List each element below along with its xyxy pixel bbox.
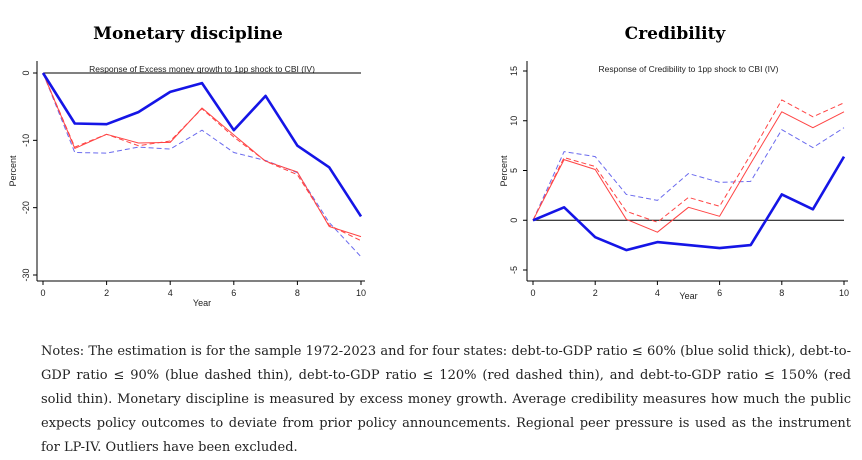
panel-title-credibility: Credibility bbox=[624, 24, 726, 44]
series-line-red-dashed-thin bbox=[532, 99, 845, 223]
y-tick-label: -5 bbox=[509, 266, 519, 274]
x-tick-label: 10 bbox=[839, 288, 849, 298]
x-tick-label: 8 bbox=[295, 288, 300, 298]
x-tick-label: 0 bbox=[40, 288, 45, 298]
y-tick-label: 15 bbox=[509, 66, 519, 76]
x-tick-label: 6 bbox=[231, 288, 236, 298]
x-tick-label: 10 bbox=[356, 288, 366, 298]
y-tick-label: -30 bbox=[21, 268, 31, 281]
y-tick-label: 10 bbox=[509, 116, 519, 126]
y-tick-label: -10 bbox=[21, 134, 31, 147]
monetary-discipline-chart: Response of Excess money growth to 1pp s… bbox=[8, 61, 366, 308]
chart-subtitle: Response of Excess money growth to 1pp s… bbox=[89, 64, 315, 74]
series-line-red-solid-thin bbox=[532, 111, 845, 233]
x-tick-label: 2 bbox=[593, 288, 598, 298]
x-tick-label: 2 bbox=[104, 288, 109, 298]
y-axis-label: Percent bbox=[499, 155, 509, 187]
x-tick-label: 4 bbox=[168, 288, 173, 298]
series-line-red-solid-thin bbox=[42, 72, 362, 238]
chart-subtitle: Response of Credibility to 1pp shock to … bbox=[599, 64, 779, 74]
x-axis-label: Year bbox=[193, 298, 211, 308]
series-line-blue-solid-thick bbox=[532, 155, 846, 252]
y-axis-label: Percent bbox=[8, 155, 18, 187]
panel-title-monetary-discipline: Monetary discipline bbox=[93, 24, 283, 44]
x-tick-label: 0 bbox=[530, 288, 535, 298]
x-tick-label: 8 bbox=[779, 288, 784, 298]
x-tick-label: 6 bbox=[717, 288, 722, 298]
y-tick-label: 0 bbox=[509, 218, 519, 223]
x-axis-label: Year bbox=[679, 291, 697, 301]
series-line-blue-dashed-thin bbox=[532, 127, 845, 221]
series-line-blue-dashed-thin bbox=[42, 72, 362, 258]
y-tick-label: 0 bbox=[21, 70, 31, 75]
credibility-chart: Response of Credibility to 1pp shock to … bbox=[499, 61, 849, 301]
y-tick-label: 5 bbox=[509, 168, 519, 173]
y-tick-label: -20 bbox=[21, 201, 31, 214]
series-line-blue-solid-thick bbox=[41, 72, 363, 218]
x-tick-label: 4 bbox=[655, 288, 660, 298]
figure-notes: Notes: The estimation is for the sample … bbox=[41, 344, 851, 455]
